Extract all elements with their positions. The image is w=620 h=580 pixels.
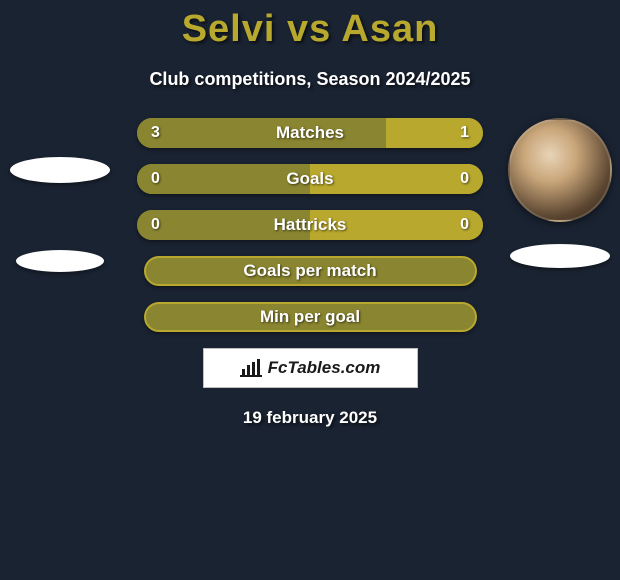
player-right-avatar — [508, 118, 612, 222]
source-badge: FcTables.com — [203, 348, 418, 388]
subtitle: Club competitions, Season 2024/2025 — [0, 69, 620, 90]
bar-label: Hattricks — [137, 210, 483, 240]
stat-bar-matches: 3 Matches 1 — [137, 118, 483, 148]
stat-bar-hattricks: 0 Hattricks 0 — [137, 210, 483, 240]
bar-value-right: 0 — [460, 210, 469, 240]
bar-value-right: 1 — [460, 118, 469, 148]
infographic-container: Selvi vs Asan Club competitions, Season … — [0, 0, 620, 428]
bar-label: Matches — [137, 118, 483, 148]
bar-label: Goals — [137, 164, 483, 194]
stat-bar-goals: 0 Goals 0 — [137, 164, 483, 194]
bar-label: Min per goal — [146, 304, 475, 330]
oval-placeholder-icon — [10, 157, 110, 183]
player-left-name-placeholder — [16, 250, 104, 272]
chart-icon — [240, 359, 262, 377]
stats-area: 3 Matches 1 0 Goals 0 0 Hattricks 0 — [0, 118, 620, 428]
bar-label: Goals per match — [146, 258, 475, 284]
source-label: FcTables.com — [268, 358, 381, 378]
player-right-name-placeholder — [510, 244, 610, 268]
bar-value-right: 0 — [460, 164, 469, 194]
player-left-avatar-placeholder — [8, 118, 112, 222]
stat-bar-goals-per-match: Goals per match — [144, 256, 477, 286]
page-title: Selvi vs Asan — [0, 8, 620, 51]
stat-bar-min-per-goal: Min per goal — [144, 302, 477, 332]
player-right-column — [508, 118, 612, 268]
date-label: 19 february 2025 — [0, 408, 620, 428]
player-left-column — [8, 118, 112, 272]
